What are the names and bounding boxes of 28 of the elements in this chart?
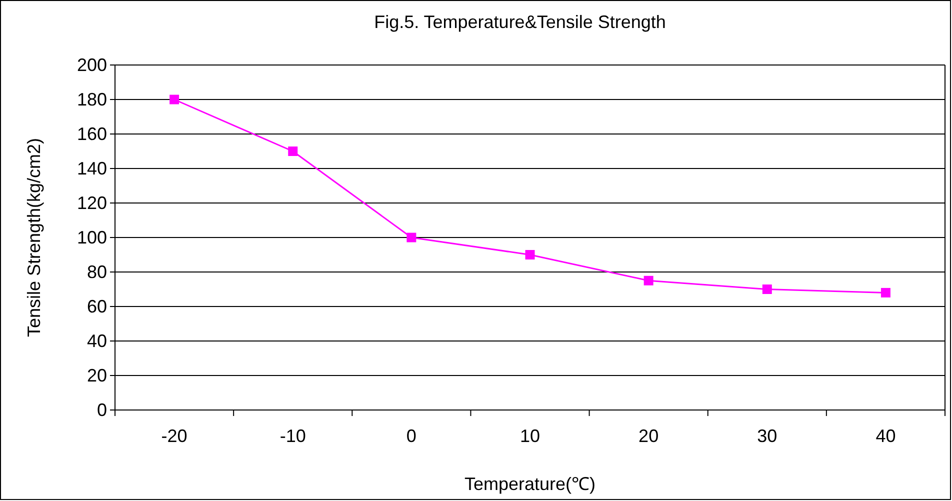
y-tick-label: 60: [86, 296, 107, 316]
y-tick-label: 200: [76, 54, 107, 75]
y-tick-label: 0: [96, 400, 107, 420]
y-tick-label: 120: [76, 192, 107, 213]
x-tick-label: 40: [876, 426, 896, 446]
chart-title: Fig.5. Temperature&Tensile Strength: [374, 12, 666, 32]
point: [406, 232, 416, 242]
x-tick-label: 30: [757, 426, 778, 446]
point: [525, 250, 535, 260]
point: [288, 146, 298, 156]
point: [644, 276, 654, 286]
x-tick-label: 10: [520, 426, 540, 446]
x-tick-label: -20: [161, 426, 188, 446]
y-tick-label: 160: [76, 124, 107, 144]
x-tick-label: -10: [280, 426, 306, 446]
x-tick-label: 20: [638, 426, 659, 446]
y-tick-label: 40: [86, 330, 107, 351]
y-tick-label: 140: [76, 158, 107, 178]
y-tick-label: 80: [86, 262, 107, 282]
point: [762, 284, 772, 294]
point: [880, 288, 890, 298]
y-tick-label: 20: [86, 365, 107, 386]
y-axis-title: Tensile Strength(kg/cm2): [24, 138, 44, 338]
y-tick-label: 180: [76, 89, 107, 110]
x-tick-label: 0: [406, 426, 416, 446]
y-tick-label: 100: [76, 227, 107, 248]
x-axis-title: Temperature(℃): [464, 474, 596, 494]
point: [170, 94, 180, 104]
